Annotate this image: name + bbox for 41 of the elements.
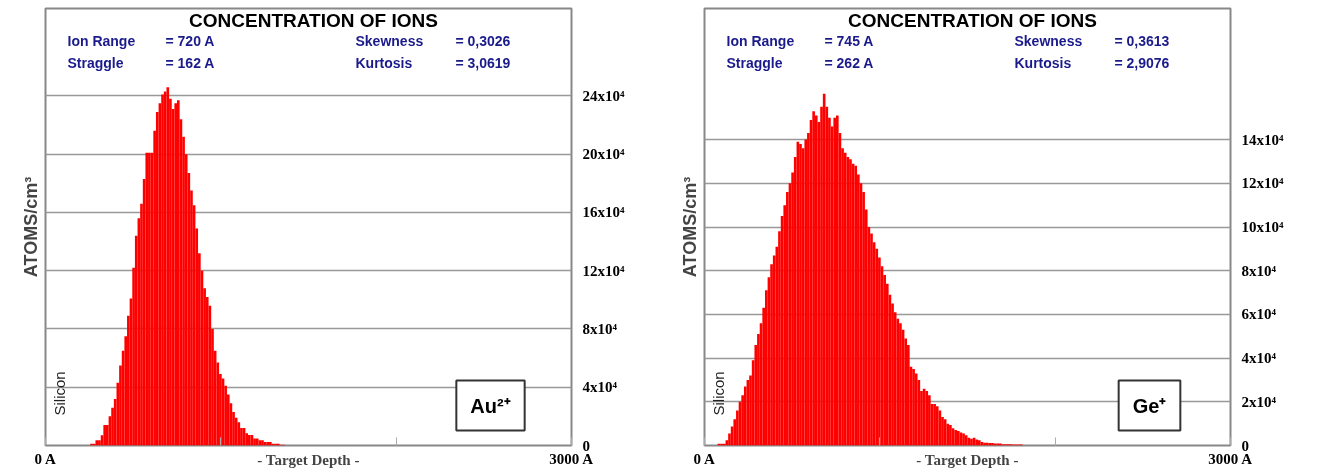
y-tick-label: 20x10⁴	[582, 146, 625, 163]
y-tick-label: 2x10⁴	[1241, 393, 1277, 410]
y-axis-title: ATOMS/cm³	[20, 176, 41, 278]
chart-title: CONCENTRATION OF IONS	[848, 9, 1097, 31]
annotation: = 262 A	[824, 54, 874, 71]
annotation: Skewness	[1014, 32, 1083, 49]
annotation: Ion Range	[67, 32, 136, 49]
y-tick-label: 24x10⁴	[582, 87, 625, 104]
annotation: Silicon	[50, 371, 68, 416]
annotation: Ion Range	[726, 32, 795, 49]
annotation: Kurtosis	[355, 54, 413, 71]
annotation: = 2,9076	[1114, 54, 1170, 71]
y-tick-label: 16x10⁴	[582, 204, 625, 221]
y-tick-label: 12x10⁴	[582, 262, 625, 279]
x-axis-title: - Target Depth -	[257, 451, 360, 468]
annotation: Skewness	[355, 32, 424, 49]
annotation: Kurtosis	[1014, 54, 1072, 71]
annotation: Straggle	[67, 54, 124, 71]
y-tick-label: 4x10⁴	[1241, 350, 1277, 367]
annotation: = 3,0619	[455, 54, 511, 71]
annotation: Silicon	[709, 371, 727, 416]
annotation: Au²⁺	[470, 394, 511, 417]
x-axis-title: - Target Depth -	[916, 451, 1019, 468]
annotation: = 720 A	[165, 32, 215, 49]
y-tick-label: 4x10⁴	[582, 379, 618, 396]
y-tick-label: 12x10⁴	[1241, 175, 1284, 192]
annotation: = 0,3026	[455, 32, 511, 49]
x-tick-label: 0 A	[693, 450, 715, 467]
y-tick-label: 8x10⁴	[1241, 262, 1277, 279]
annotation: Straggle	[726, 54, 783, 71]
y-axis-title: ATOMS/cm³	[679, 176, 700, 278]
annotation: = 0,3613	[1114, 32, 1170, 49]
annotation: Ge⁺	[1132, 394, 1167, 417]
y-tick-label: 10x10⁴	[1241, 219, 1284, 235]
x-tick-label: 0 A	[34, 450, 56, 467]
annotation: = 745 A	[824, 32, 874, 49]
y-tick-label: 8x10⁴	[582, 320, 618, 337]
chart-title: CONCENTRATION OF IONS	[189, 9, 438, 31]
annotation: = 162 A	[165, 54, 215, 71]
y-tick-label: 14x10⁴	[1241, 131, 1284, 148]
y-tick-label: 6x10⁴	[1241, 306, 1277, 323]
